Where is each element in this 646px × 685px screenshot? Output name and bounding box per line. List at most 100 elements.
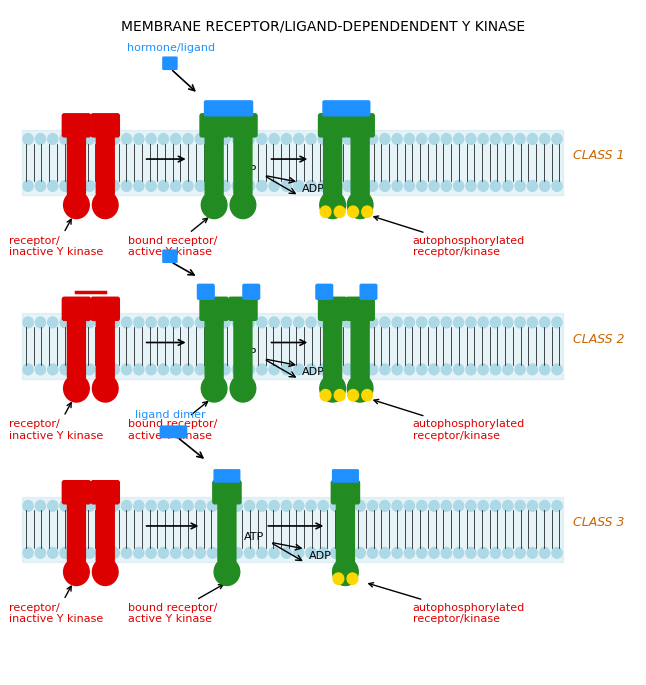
Circle shape xyxy=(477,316,489,329)
Circle shape xyxy=(318,363,329,375)
Circle shape xyxy=(367,547,379,559)
FancyBboxPatch shape xyxy=(22,313,563,379)
Circle shape xyxy=(219,316,231,329)
Circle shape xyxy=(333,558,359,586)
Circle shape xyxy=(502,500,514,512)
Circle shape xyxy=(109,500,120,512)
Circle shape xyxy=(84,547,96,559)
FancyBboxPatch shape xyxy=(331,481,360,503)
Circle shape xyxy=(244,316,255,329)
Circle shape xyxy=(416,363,428,375)
Circle shape xyxy=(133,500,145,512)
FancyBboxPatch shape xyxy=(22,497,563,562)
Circle shape xyxy=(280,500,292,512)
Circle shape xyxy=(145,180,157,192)
Circle shape xyxy=(379,316,391,329)
FancyBboxPatch shape xyxy=(205,101,253,116)
FancyBboxPatch shape xyxy=(96,313,114,379)
FancyBboxPatch shape xyxy=(337,497,355,562)
FancyBboxPatch shape xyxy=(63,114,90,137)
Circle shape xyxy=(318,133,329,145)
Circle shape xyxy=(59,500,71,512)
Circle shape xyxy=(145,363,157,375)
Circle shape xyxy=(404,363,415,375)
Circle shape xyxy=(158,316,169,329)
Circle shape xyxy=(428,180,440,192)
Circle shape xyxy=(502,133,514,145)
Circle shape xyxy=(306,500,317,512)
Circle shape xyxy=(207,547,218,559)
Circle shape xyxy=(207,363,218,375)
Circle shape xyxy=(441,363,452,375)
Circle shape xyxy=(355,316,366,329)
Circle shape xyxy=(133,133,145,145)
Circle shape xyxy=(23,500,34,512)
Circle shape xyxy=(268,363,280,375)
Text: bound receptor/
active Y kinase: bound receptor/ active Y kinase xyxy=(128,584,223,624)
Circle shape xyxy=(23,180,34,192)
Circle shape xyxy=(182,363,194,375)
Circle shape xyxy=(109,547,120,559)
Circle shape xyxy=(268,180,280,192)
Circle shape xyxy=(342,547,354,559)
Circle shape xyxy=(355,133,366,145)
Circle shape xyxy=(453,500,464,512)
Circle shape xyxy=(551,316,563,329)
Circle shape xyxy=(379,500,391,512)
Circle shape xyxy=(244,547,255,559)
Circle shape xyxy=(219,133,231,145)
Circle shape xyxy=(348,375,373,402)
FancyBboxPatch shape xyxy=(360,284,377,299)
Circle shape xyxy=(92,191,118,219)
Circle shape xyxy=(35,363,47,375)
Circle shape xyxy=(477,180,489,192)
Circle shape xyxy=(490,180,501,192)
Circle shape xyxy=(109,133,120,145)
Circle shape xyxy=(318,500,329,512)
Circle shape xyxy=(391,547,403,559)
Circle shape xyxy=(334,390,345,401)
FancyBboxPatch shape xyxy=(234,313,252,379)
Circle shape xyxy=(306,133,317,145)
Text: autophosphorylated
receptor/kinase: autophosphorylated receptor/kinase xyxy=(374,216,525,258)
Circle shape xyxy=(318,316,329,329)
Circle shape xyxy=(441,547,452,559)
FancyBboxPatch shape xyxy=(63,297,90,321)
Text: bound receptor/
active Y kinase: bound receptor/ active Y kinase xyxy=(128,401,217,441)
Circle shape xyxy=(121,547,132,559)
Circle shape xyxy=(453,363,464,375)
FancyBboxPatch shape xyxy=(346,297,374,321)
Circle shape xyxy=(47,363,59,375)
Circle shape xyxy=(207,180,218,192)
Circle shape xyxy=(121,500,132,512)
FancyBboxPatch shape xyxy=(67,313,85,379)
Circle shape xyxy=(362,390,373,401)
Circle shape xyxy=(342,133,354,145)
Circle shape xyxy=(453,133,464,145)
Circle shape xyxy=(170,363,182,375)
Circle shape xyxy=(182,500,194,512)
Circle shape xyxy=(23,363,34,375)
Circle shape xyxy=(318,180,329,192)
Circle shape xyxy=(477,500,489,512)
Circle shape xyxy=(72,316,83,329)
Circle shape xyxy=(551,500,563,512)
FancyBboxPatch shape xyxy=(229,114,257,137)
Circle shape xyxy=(121,133,132,145)
Circle shape xyxy=(219,363,231,375)
Circle shape xyxy=(219,547,231,559)
Circle shape xyxy=(256,363,267,375)
FancyBboxPatch shape xyxy=(163,57,177,69)
Circle shape xyxy=(514,316,526,329)
Circle shape xyxy=(318,547,329,559)
Circle shape xyxy=(526,180,538,192)
Circle shape xyxy=(367,363,379,375)
Circle shape xyxy=(526,363,538,375)
Circle shape xyxy=(256,547,267,559)
Circle shape xyxy=(348,206,359,217)
Circle shape xyxy=(268,500,280,512)
Circle shape xyxy=(306,180,317,192)
FancyBboxPatch shape xyxy=(324,129,342,195)
Circle shape xyxy=(330,180,341,192)
Circle shape xyxy=(92,375,118,402)
